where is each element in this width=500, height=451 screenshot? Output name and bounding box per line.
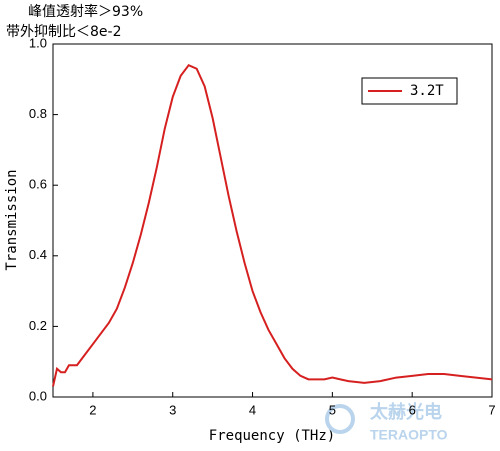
- plot-frame: [52, 43, 493, 398]
- y-tick-label: 0.2: [29, 318, 47, 333]
- x-tick-label: 3: [169, 402, 176, 417]
- y-tick-label: 1.0: [29, 35, 47, 50]
- y-tick-label: 0.4: [29, 247, 47, 262]
- logo-text: 太赫光电: [370, 401, 442, 422]
- legend-label: 3.2T: [410, 83, 444, 99]
- annotation: 带外抑制比＜8e-2: [6, 24, 121, 40]
- y-tick-label: 0.6: [29, 177, 47, 192]
- y-tick-label: 0.8: [29, 106, 47, 121]
- x-axis-label: Frequency (THz): [209, 428, 335, 444]
- x-tick-label: 7: [488, 402, 495, 417]
- y-axis-label: Transmission: [4, 169, 20, 270]
- x-tick-label: 6: [409, 402, 416, 417]
- x-tick-label: 5: [329, 402, 336, 417]
- data-line: [52, 63, 493, 387]
- y-tick-label: 0.0: [29, 388, 47, 403]
- x-tick-label: 2: [89, 402, 96, 417]
- logo-text: TERAOPTO: [370, 427, 448, 443]
- x-tick-label: 4: [249, 402, 256, 417]
- annotation: 峰值透射率＞93%: [28, 3, 143, 20]
- logo-mark: [325, 404, 355, 434]
